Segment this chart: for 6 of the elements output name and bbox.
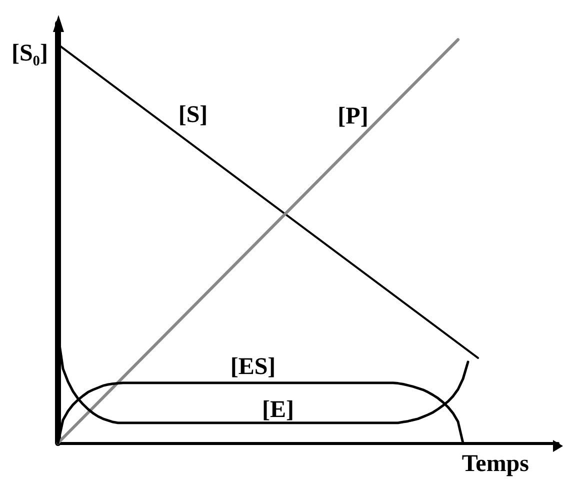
x-axis-title: Temps: [462, 451, 529, 477]
series-label: [E]: [262, 396, 294, 423]
text: [S₀]: [11, 40, 48, 66]
series-label: [S]: [178, 102, 208, 128]
series-label: [P]: [338, 104, 368, 130]
series-label: [ES]: [230, 354, 276, 380]
